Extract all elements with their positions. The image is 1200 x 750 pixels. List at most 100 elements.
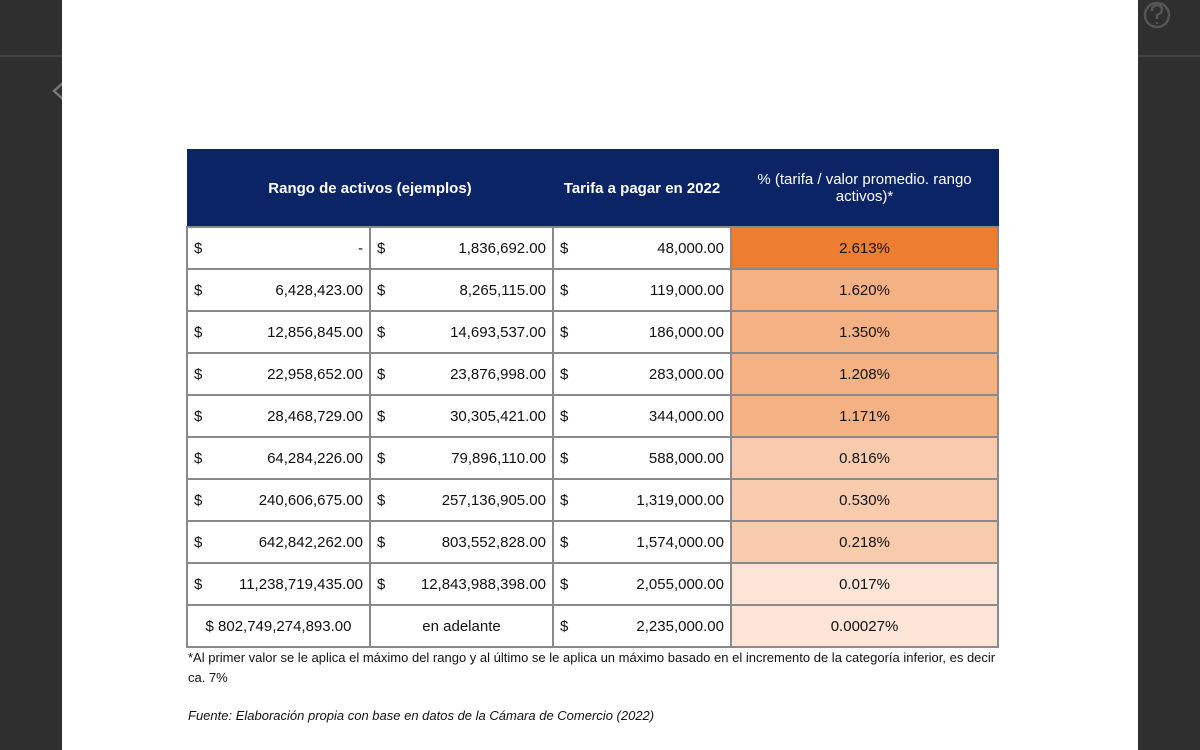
cell: $283,000.00 xyxy=(552,352,732,396)
cell: $64,284,226.00 xyxy=(186,436,371,480)
fee-table: Rango de activos (ejemplos) Tarifa a pag… xyxy=(186,149,999,648)
currency-symbol: $ xyxy=(194,575,203,593)
back-arrow[interactable] xyxy=(52,81,65,101)
cell: $ - xyxy=(186,226,371,270)
cell: $28,468,729.00 xyxy=(186,394,371,438)
cell: $23,876,998.00 xyxy=(369,352,554,396)
amount: 2,235,000.00 xyxy=(636,617,724,635)
table-row: $ 802,749,274,893.00 en adelante $2,235,00… xyxy=(186,604,999,648)
amount: 257,136,905.00 xyxy=(441,491,546,509)
percent-cell: 0.017% xyxy=(730,562,999,606)
currency-symbol: $ xyxy=(377,491,386,509)
percent-cell: 1.208% xyxy=(730,352,999,396)
amount: 22,958,652.00 xyxy=(267,365,363,383)
help-icon[interactable] xyxy=(1143,1,1171,29)
percent-cell: 0.00027% xyxy=(730,604,999,648)
currency-symbol: $ xyxy=(194,239,203,257)
currency-symbol: $ xyxy=(194,491,203,509)
amount: $ 802,749,274,893.00 xyxy=(205,617,352,635)
amount: 23,876,998.00 xyxy=(450,365,546,383)
currency-symbol: $ xyxy=(377,449,386,467)
currency-symbol: $ xyxy=(560,407,569,425)
cell: $240,606,675.00 xyxy=(186,478,371,522)
amount: 1,836,692.00 xyxy=(458,239,546,257)
percent-cell: 0.816% xyxy=(730,436,999,480)
amount: 12,856,845.00 xyxy=(267,323,363,341)
cell: $1,836,692.00 xyxy=(369,226,554,270)
amount: 1,319,000.00 xyxy=(636,491,724,509)
header-cell: % (tarifa / valor promedio. rango activo… xyxy=(730,149,999,228)
currency-symbol: $ xyxy=(194,449,203,467)
amount: 79,896,110.00 xyxy=(451,449,546,467)
amount: 12,843,988,398.00 xyxy=(420,575,546,593)
amount: 64,284,226.00 xyxy=(267,449,363,467)
currency-symbol: $ xyxy=(377,323,386,341)
cell: $12,856,845.00 xyxy=(186,310,371,354)
cell: $6,428,423.00 xyxy=(186,268,371,312)
amount: 2,055,000.00 xyxy=(636,575,724,593)
currency-symbol: $ xyxy=(377,281,386,299)
percent-cell: 2.613% xyxy=(730,226,999,270)
currency-symbol: $ xyxy=(194,533,203,551)
cell: $12,843,988,398.00 xyxy=(369,562,554,606)
amount: 8,265,115.00 xyxy=(459,281,546,299)
footnote: *Al primer valor se le aplica el máximo … xyxy=(188,650,996,685)
toolbar-divider xyxy=(1138,55,1200,57)
amount: 11,238,719,435.00 xyxy=(238,575,363,593)
percent-cell: 1.171% xyxy=(730,394,999,438)
currency-symbol: $ xyxy=(560,617,569,635)
currency-symbol: $ xyxy=(194,365,203,383)
header-row: Rango de activos (ejemplos) Tarifa a pag… xyxy=(186,149,999,228)
cell: $2,235,000.00 xyxy=(552,604,732,648)
source: Fuente: Elaboración propia con base en d… xyxy=(188,708,655,723)
cell: $ 802,749,274,893.00 xyxy=(186,604,371,648)
cell: $186,000.00 xyxy=(552,310,732,354)
cell: $8,265,115.00 xyxy=(369,268,554,312)
currency-symbol: $ xyxy=(377,407,386,425)
amount: 1,574,000.00 xyxy=(636,533,724,551)
toolbar-divider xyxy=(0,55,62,57)
cell: $14,693,537.00 xyxy=(369,310,554,354)
cell: $1,319,000.00 xyxy=(552,478,732,522)
table-row: $642,842,262.00 $803,552,828.00 $1,574,000… xyxy=(186,520,999,564)
amount: - xyxy=(358,239,363,257)
currency-symbol: $ xyxy=(377,575,386,593)
amount: 344,000.00 xyxy=(648,407,724,425)
currency-symbol: $ xyxy=(560,365,569,383)
amount: 803,552,828.00 xyxy=(441,533,546,551)
amount: 119,000.00 xyxy=(650,281,724,299)
cell: $79,896,110.00 xyxy=(369,436,554,480)
help-glyph xyxy=(1150,3,1164,24)
currency-symbol: $ xyxy=(560,533,569,551)
amount: 588,000.00 xyxy=(648,449,724,467)
table-row: $28,468,729.00 $30,305,421.00 $344,000.00 1… xyxy=(186,394,999,438)
amount: 30,305,421.00 xyxy=(450,407,546,425)
cell: $588,000.00 xyxy=(552,436,732,480)
amount: 642,842,262.00 xyxy=(258,533,363,551)
document-modal: Rango de activos (ejemplos) Tarifa a pag… xyxy=(62,0,1138,750)
amount: 48,000.00 xyxy=(657,239,724,257)
cell: $1,574,000.00 xyxy=(552,520,732,564)
currency-symbol: $ xyxy=(560,491,569,509)
cell: $11,238,719,435.00 xyxy=(186,562,371,606)
percent-cell: 1.350% xyxy=(730,310,999,354)
currency-symbol: $ xyxy=(194,281,203,299)
amount: 283,000.00 xyxy=(648,365,724,383)
currency-symbol: $ xyxy=(194,407,203,425)
table-row: $11,238,719,435.00 $12,843,988,398.00 $2,0… xyxy=(186,562,999,606)
cell: $48,000.00 xyxy=(552,226,732,270)
amount: 240,606,675.00 xyxy=(258,491,363,509)
currency-symbol: $ xyxy=(377,533,386,551)
header-cell: Tarifa a pagar en 2022 xyxy=(552,149,732,228)
amount: 186,000.00 xyxy=(648,323,724,341)
table-row: $22,958,652.00 $23,876,998.00 $283,000.00 1… xyxy=(186,352,999,396)
cell: en adelante xyxy=(369,604,554,648)
cell: $30,305,421.00 xyxy=(369,394,554,438)
table-row: $ - $1,836,692.00 $48,000.00 2.613% xyxy=(186,226,999,270)
cell: $803,552,828.00 xyxy=(369,520,554,564)
percent-cell: 1.620% xyxy=(730,268,999,312)
percent-cell: 0.530% xyxy=(730,478,999,522)
amount: 6,428,423.00 xyxy=(275,281,363,299)
cell: $119,000.00 xyxy=(552,268,732,312)
table-row: $64,284,226.00 $79,896,110.00 $588,000.00 0… xyxy=(186,436,999,480)
